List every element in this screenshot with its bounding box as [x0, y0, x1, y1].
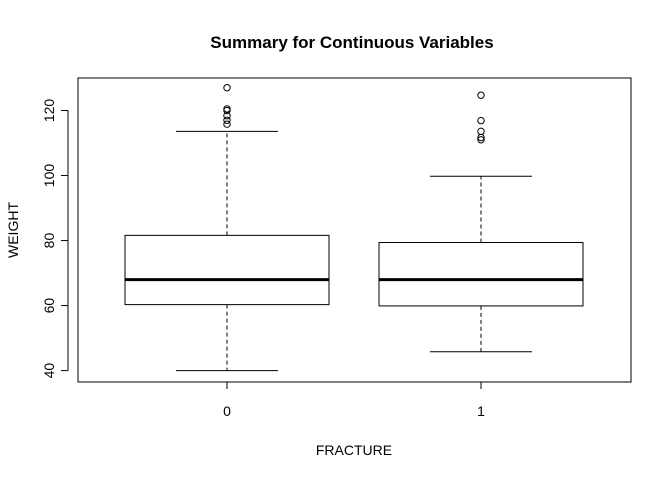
outlier-point — [477, 136, 485, 144]
y-tick-label: 60 — [41, 298, 57, 314]
plot-frame — [77, 77, 632, 383]
outlier-point — [477, 127, 485, 136]
box-group-0 — [124, 84, 330, 372]
outlier-point — [223, 105, 231, 113]
box-iqr — [378, 242, 584, 307]
boxes — [124, 84, 584, 372]
y-axis-label: WEIGHT — [5, 202, 21, 258]
box-group-1 — [378, 91, 584, 353]
chart-title: Summary for Continuous Variables — [210, 33, 493, 52]
y-tick-label: 120 — [41, 99, 57, 123]
y-tick-label: 100 — [41, 164, 57, 188]
x-tick-label: 0 — [223, 403, 231, 419]
x-axis-label: FRACTURE — [316, 442, 392, 458]
outlier-point — [223, 120, 231, 128]
y-tick-label: 40 — [41, 363, 57, 379]
x-tick-label: 1 — [477, 403, 485, 419]
y-tick-label: 80 — [41, 233, 57, 249]
outlier-point — [223, 84, 231, 92]
box-iqr — [124, 234, 330, 306]
outlier-point — [477, 116, 485, 125]
outlier-point — [477, 91, 485, 99]
outlier-point — [223, 116, 231, 124]
y-axis: 40 60 80 100 120 — [41, 99, 69, 379]
